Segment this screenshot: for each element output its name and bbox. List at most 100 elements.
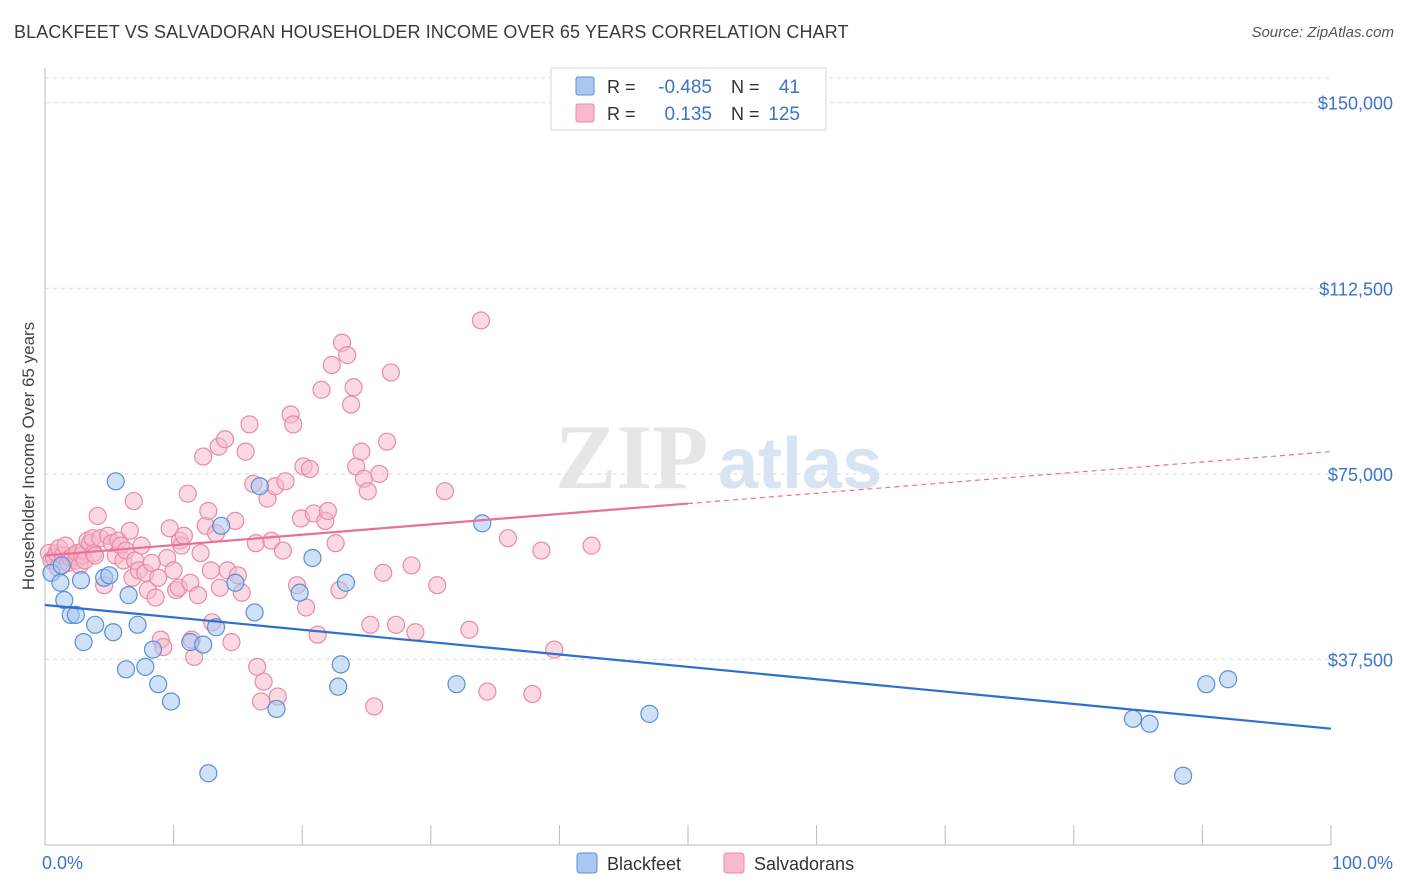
blackfeet-point [143, 640, 163, 659]
salvadorans-point [523, 684, 542, 704]
blackfeet-point [149, 675, 168, 694]
legend-blackfeet-label: Blackfeet [607, 854, 681, 874]
blackfeet-point [290, 583, 309, 602]
blackfeet-swatch [575, 76, 595, 96]
blackfeet-point [473, 514, 492, 533]
salvadorans-point [352, 442, 371, 461]
salvadorans-r-label: R = [607, 104, 636, 124]
salvadorans-point [402, 556, 421, 575]
tick-labels: $37,500 $75,000 $112,500 $150,000 0.0% 100.0% [42, 94, 1393, 873]
salvadorans-n-value: 125 [768, 104, 800, 125]
salvadorans-swatch [575, 103, 595, 123]
salvadorans-point [498, 529, 518, 548]
salvadorans-point [86, 546, 105, 565]
salvadorans-point [210, 578, 229, 597]
blackfeet-point [329, 677, 348, 696]
blackfeet-point [199, 764, 218, 783]
salvadorans-point [338, 346, 357, 365]
blackfeet-point [212, 516, 231, 535]
salvadorans-point [284, 415, 303, 434]
salvadorans-point [341, 395, 361, 414]
blackfeet-point [161, 692, 181, 711]
salvadorans-point [478, 682, 497, 701]
salvadorans-n-label: N = [731, 104, 760, 124]
axes [44, 68, 1332, 846]
blackfeet-point [104, 623, 123, 642]
salvadorans-point [88, 506, 107, 526]
salvadorans-points [39, 311, 601, 716]
salvadorans-point [194, 447, 213, 466]
blackfeet-trend-line [44, 603, 1332, 730]
salvadorans-point [344, 378, 363, 397]
salvadorans-point [120, 521, 139, 540]
salvadorans-point [322, 355, 341, 375]
watermark-zip: ZIP [555, 406, 708, 508]
salvadorans-point [199, 501, 218, 521]
salvadorans-r-value: 0.135 [664, 104, 712, 125]
x-tick-label-min: 0.0% [42, 853, 83, 873]
salvadorans-point [300, 459, 320, 479]
chart-title: BLACKFEET VS SALVADORAN HOUSEHOLDER INCO… [14, 22, 849, 42]
salvadorans-point [381, 363, 401, 382]
blackfeet-point [51, 573, 70, 592]
blackfeet-point [66, 605, 85, 625]
blackfeet-point [136, 657, 155, 676]
salvadorans-point [146, 588, 165, 607]
salvadorans-point [377, 432, 397, 451]
stats-legend: R = -0.485 N = 41 R = 0.135 N = 125 [550, 67, 827, 131]
bottom-legend: Blackfeet Salvadorans [576, 852, 854, 874]
blackfeet-point [331, 655, 350, 674]
salvadorans-point [201, 561, 220, 580]
salvadorans-point [471, 311, 491, 330]
blackfeet-n-value: 41 [779, 77, 800, 98]
blackfeet-r-label: R = [607, 77, 636, 97]
blackfeet-point [267, 699, 286, 719]
y-tick-label: $150,000 [1318, 94, 1393, 114]
salvadorans-point [365, 697, 384, 716]
watermark-atlas: atlas [718, 424, 882, 504]
y-tick-label: $75,000 [1328, 465, 1393, 485]
blackfeet-point [447, 675, 466, 694]
blackfeet-point [1140, 714, 1159, 733]
blackfeet-points [42, 472, 1238, 785]
salvadorans-point [236, 442, 255, 461]
salvadorans-point [386, 615, 406, 634]
salvadorans-point [318, 501, 338, 521]
blackfeet-point [119, 586, 138, 605]
salvadorans-point [460, 620, 479, 639]
salvadorans-point [251, 692, 271, 711]
blackfeet-point [245, 603, 264, 622]
salvadorans-point [406, 623, 425, 642]
salvadorans-point [222, 633, 241, 652]
blackfeet-point [100, 566, 119, 585]
salvadorans-point [312, 380, 331, 399]
legend-salvadorans-swatch [723, 852, 745, 874]
blackfeet-point [303, 548, 322, 568]
salvadorans-point [215, 430, 235, 449]
y-tick-label: $112,500 [1319, 279, 1393, 299]
salvadorans-point [273, 541, 293, 560]
blackfeet-r-value: -0.485 [658, 77, 712, 98]
blackfeet-point [1174, 766, 1193, 785]
salvadorans-point [149, 568, 168, 587]
legend-blackfeet-swatch [576, 852, 598, 874]
salvadorans-point [254, 672, 273, 691]
blackfeet-point [106, 472, 125, 491]
salvadorans-trend-line [44, 502, 689, 557]
salvadorans-point [428, 576, 447, 595]
salvadorans-point [374, 563, 393, 582]
blackfeet-point [1219, 670, 1238, 689]
legend-salvadorans-label: Salvadorans [754, 854, 854, 874]
blackfeet-point [336, 573, 356, 592]
salvadorans-point [124, 491, 143, 511]
salvadorans-point [582, 536, 601, 555]
salvadorans-point [276, 472, 295, 491]
blackfeet-point [250, 477, 269, 496]
blackfeet-point [1197, 675, 1216, 694]
blackfeet-point [226, 573, 245, 592]
y-axis-label: Householder Income Over 65 years [19, 322, 38, 590]
salvadorans-point [164, 561, 183, 580]
salvadorans-point [178, 484, 197, 503]
salvadorans-point [308, 625, 327, 644]
